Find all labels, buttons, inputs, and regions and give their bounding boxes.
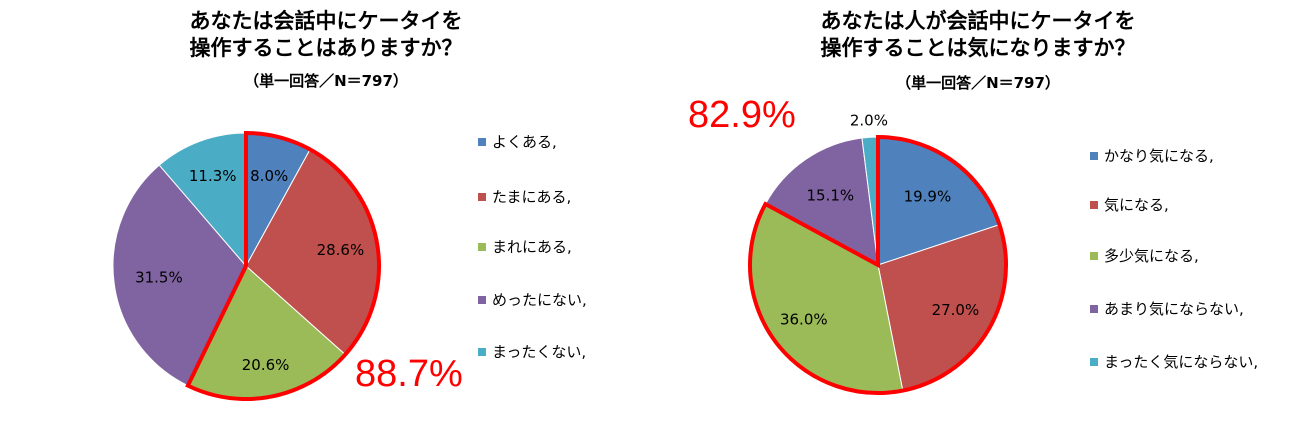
data-label: 31.5% (135, 268, 183, 286)
legend-item: めったにない, (478, 289, 587, 310)
highlight-total-callout: 82.9% (688, 94, 796, 136)
legend-label: まれにある, (492, 238, 572, 256)
legend-label: よくある, (492, 133, 557, 151)
legend-item: まれにある, (478, 236, 572, 257)
pie-slice (764, 137, 879, 266)
legend-item: たまにある, (478, 186, 571, 207)
pie-slice (158, 132, 247, 268)
legend-label: かなり気になる, (1104, 147, 1214, 165)
data-label: 8.0% (250, 167, 288, 185)
legend-item: まったく気にならない, (1090, 351, 1258, 372)
chart-title: あなたは会話中にケータイを 操作することはありますか？ (189, 9, 463, 60)
data-label: 20.6% (242, 356, 290, 374)
legend-label: まったく気にならない, (1104, 353, 1259, 371)
highlight-total-callout: 88.7% (355, 353, 463, 395)
legend-swatch (1090, 304, 1098, 313)
legend-item: 多少気になる, (1090, 245, 1199, 266)
data-label: 27.0% (932, 301, 980, 319)
legend-label: めったにない, (492, 291, 587, 309)
legend-label: たまにある, (492, 188, 572, 206)
legend-item: よくある, (478, 131, 557, 152)
legend-label: あまり気にならない, (1104, 300, 1244, 318)
data-label: 19.9% (904, 188, 952, 206)
legend-item: あまり気にならない, (1090, 298, 1244, 319)
legend-swatch (478, 192, 486, 201)
legend-item: まったくない, (478, 341, 586, 362)
legend-item: かなり気になる, (1090, 145, 1214, 166)
legend-label: 多少気になる, (1104, 247, 1199, 265)
chart-right: あなたは人が会話中にケータイを 操作することは気になりますか？ （単一回答／N＝… (652, 0, 1304, 437)
chart-title: あなたは人が会話中にケータイを 操作することは気になりますか？ (820, 9, 1136, 60)
legend-swatch (1090, 200, 1098, 209)
legend-swatch (478, 242, 486, 251)
legend-swatch (1090, 251, 1098, 260)
data-label: 11.3% (189, 167, 237, 185)
data-label: 2.0% (850, 112, 888, 130)
legend-swatch (1090, 151, 1098, 160)
legend-swatch (478, 137, 486, 146)
legend-item: 気になる, (1090, 194, 1169, 215)
highlight-outline (185, 130, 381, 401)
pie-chart: 19.9% 27.0% 36.0% 15.1% 2.0% (748, 112, 1008, 395)
legend-swatch (1090, 357, 1098, 366)
data-label: 15.1% (806, 186, 854, 204)
pie-chart: 8.0% 28.6% 20.6% 31.5% 11.3% (112, 130, 381, 401)
chart-subtitle: （単一回答／N＝797） (244, 72, 408, 90)
legend-swatch (478, 295, 486, 304)
chart-subtitle: （単一回答／N＝797） (896, 74, 1060, 92)
chart-left: あなたは会話中にケータイを 操作することはありますか？ （単一回答／N＝797）… (0, 0, 652, 437)
data-label: 28.6% (317, 241, 365, 259)
highlight-outline (748, 134, 1008, 395)
legend-label: 気になる, (1104, 196, 1169, 214)
legend-swatch (478, 347, 486, 356)
data-label: 36.0% (780, 311, 828, 329)
legend-label: まったくない, (492, 343, 587, 361)
